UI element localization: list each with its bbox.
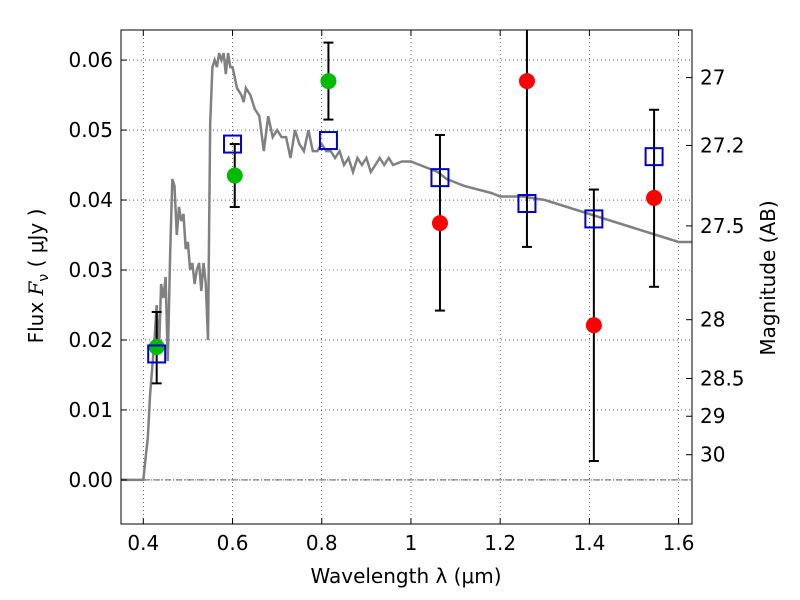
y-axis-label-subscript: ν (36, 274, 52, 282)
data-point-circle (646, 189, 663, 206)
x-tick-label: 0.6 (217, 531, 249, 555)
right-axis-tick-label: 28 (700, 308, 725, 332)
x-axis-ticks: 0.4 0.6 0.8 1 1.2 1.4 1.6 (127, 30, 695, 555)
model-spectrum-line (121, 52, 692, 482)
data-point-square (644, 147, 664, 167)
data-point-circle (320, 73, 337, 90)
data-point-circle (431, 215, 448, 232)
right-axis-tick-label: 27.2 (700, 133, 745, 157)
y-axis-label: Flux Fν ( μJy ) (24, 209, 52, 344)
y-axis-label-suffix: ( μJy ) (24, 209, 48, 274)
x-tick-label: 1.4 (573, 531, 605, 555)
data-point-square (517, 194, 537, 214)
error-bars (151, 30, 660, 463)
y-tick-label: 0.04 (68, 188, 113, 212)
y-tick-label: 0.06 (68, 48, 113, 72)
data-point-circle (518, 73, 535, 90)
x-tick-label: 1.6 (663, 531, 695, 555)
data-point-square (318, 131, 338, 151)
y-axis-ticks: 0.00 0.01 0.02 0.03 0.04 0.05 0.06 (68, 48, 127, 492)
y-tick-label: 0.01 (68, 398, 113, 422)
y-tick-label: 0.00 (68, 468, 113, 492)
y-tick-label: 0.05 (68, 118, 113, 142)
right-axis-tick-label: 28.5 (700, 366, 745, 390)
data-point-square (430, 168, 450, 188)
data-point-circle (148, 338, 165, 355)
data-markers (147, 73, 664, 364)
right-axis-tick-label: 27 (700, 66, 725, 90)
y-tick-label: 0.03 (68, 258, 113, 282)
data-point-square (223, 134, 243, 154)
right-axis-tick-label: 30 (700, 443, 725, 467)
data-point-square (147, 344, 167, 364)
plot-frame (120, 29, 693, 525)
y-tick-label: 0.02 (68, 328, 113, 352)
x-axis-label: Wavelength λ (μm) (310, 564, 501, 588)
x-tick-label: 0.8 (306, 531, 338, 555)
data-point-circle (226, 167, 243, 184)
data-point-square (584, 209, 604, 229)
x-tick-label: 1.2 (484, 531, 516, 555)
x-tick-label: 1 (405, 531, 418, 555)
right-axis-tick-label: 27.5 (700, 214, 745, 238)
right-axis-ticks: 27 27.2 27.5 28 28.5 29 30 (686, 66, 745, 467)
y-axis-label-prefix: Flux (24, 295, 48, 343)
y-axis-label-symbol: F (24, 280, 48, 296)
grid (121, 30, 692, 524)
x-tick-label: 0.4 (127, 531, 159, 555)
data-point-circle (585, 317, 602, 334)
right-axis-tick-label: 29 (700, 404, 725, 428)
right-axis-label: Magnitude (AB) (756, 200, 780, 355)
